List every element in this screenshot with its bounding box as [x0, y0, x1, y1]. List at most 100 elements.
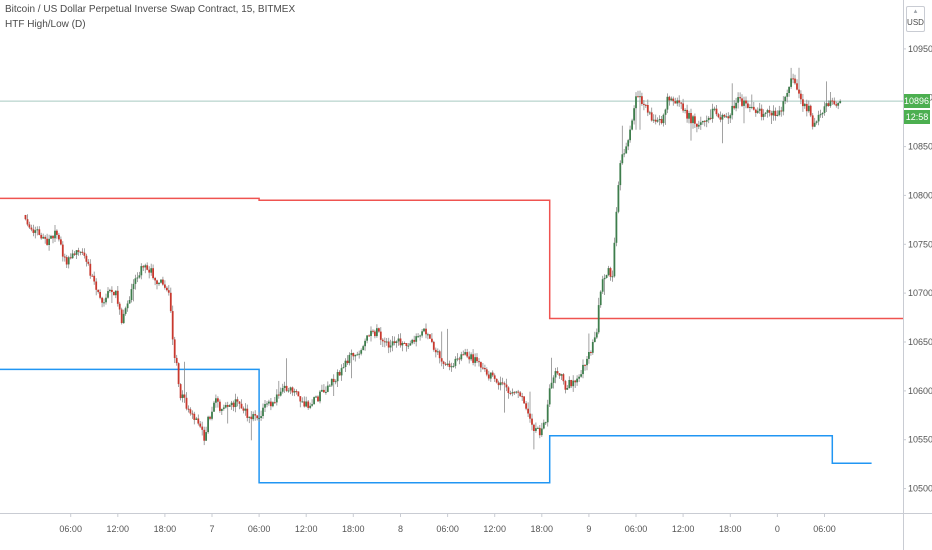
candle-body [232, 402, 235, 408]
candle-body [325, 391, 327, 393]
candle-body [378, 328, 380, 332]
candle-body [105, 297, 107, 303]
x-tick-label: 0 [775, 524, 780, 534]
candle-body [169, 292, 172, 312]
candle-body [344, 360, 347, 367]
candle-body [83, 252, 86, 256]
candle-body [44, 236, 47, 239]
candle-body [839, 101, 842, 103]
candle-body [474, 357, 476, 363]
candle-body [205, 432, 207, 441]
candle-body [586, 358, 588, 366]
candle-body [807, 105, 810, 112]
candle-body [556, 371, 559, 374]
candle-body [550, 382, 553, 389]
candle-body [611, 276, 614, 278]
x-tick-label: 12:00 [672, 524, 695, 534]
candle-body [326, 385, 329, 392]
candle-body [40, 234, 43, 239]
candle-body [641, 96, 643, 104]
x-tick-label: 7 [209, 524, 214, 534]
candle-body [566, 388, 569, 390]
candle-body [827, 103, 830, 106]
candle-body [56, 230, 58, 235]
candle-body [203, 429, 206, 441]
candle-body [281, 388, 284, 392]
y-tick-label: 10650.0 [908, 337, 932, 347]
candle-body [109, 289, 111, 292]
candle-body [788, 86, 790, 93]
candle-body [666, 96, 669, 110]
candle-body [591, 342, 594, 353]
candle-body [209, 416, 211, 419]
candle-body [656, 120, 659, 122]
candle-body [270, 401, 272, 407]
candle-body [309, 405, 312, 408]
candle-body [248, 416, 251, 418]
candle-body [482, 367, 484, 369]
candle-body [236, 399, 239, 402]
candle-body [38, 229, 41, 235]
candle-body [385, 341, 388, 343]
candle-body [548, 388, 551, 405]
candle-body [211, 411, 213, 419]
candle-body [460, 354, 463, 360]
candle-body [262, 407, 264, 416]
candle-body [399, 338, 402, 346]
x-tick-label: 9 [586, 524, 591, 534]
candle-body [287, 390, 290, 392]
candle-body [148, 269, 151, 273]
candle-body [305, 401, 308, 407]
candle-body [356, 354, 359, 356]
y-tick-label: 10850.0 [908, 142, 932, 152]
candle-body [164, 284, 166, 288]
candle-body [552, 377, 555, 383]
candle-body [317, 396, 319, 402]
candle-body [429, 334, 431, 339]
candle-body [350, 353, 353, 355]
y-tick-label: 10700.0 [908, 288, 932, 298]
candle-body [745, 100, 747, 104]
y-tick-label: 10500.0 [908, 484, 932, 494]
candle-body [705, 120, 708, 122]
candle-body [527, 408, 529, 414]
candle-body [833, 100, 836, 105]
chart-title: Bitcoin / US Dollar Perpetual Inverse Sw… [5, 4, 296, 15]
candle-body [177, 363, 180, 385]
candle-body [462, 354, 465, 356]
candle-body [91, 275, 94, 277]
candle-body [222, 407, 225, 409]
candle-body [246, 408, 249, 418]
candle-body [289, 387, 292, 391]
x-tick-label: 12:00 [295, 524, 318, 534]
currency-button[interactable]: ▴ USD [906, 6, 925, 32]
candle-body [723, 114, 726, 117]
candle-body [175, 357, 178, 364]
candle-body [379, 331, 382, 340]
candle-body [747, 103, 749, 108]
candle-body [407, 345, 410, 347]
candle-body [711, 108, 714, 119]
candle-body [513, 392, 516, 394]
candle-body [503, 383, 506, 385]
candle-body [813, 122, 816, 127]
candle-body [613, 242, 616, 277]
candle-body [472, 354, 474, 363]
candle-body [821, 113, 824, 115]
candle-body [521, 396, 524, 398]
candle-body [93, 275, 96, 282]
candle-body [444, 363, 447, 365]
candle-body [517, 391, 520, 393]
candle-body [489, 372, 492, 379]
x-tick-label: 18:00 [531, 524, 554, 534]
candle-body [107, 291, 109, 298]
x-tick-label: 06:00 [813, 524, 836, 534]
candle-body [533, 424, 535, 431]
candle-body [772, 110, 775, 116]
candle-body [480, 362, 482, 368]
indicator-label[interactable]: HTF High/Low (D) [5, 19, 86, 30]
candle-body [431, 338, 433, 342]
htf-lines [0, 197, 903, 484]
candle-body [50, 235, 52, 239]
